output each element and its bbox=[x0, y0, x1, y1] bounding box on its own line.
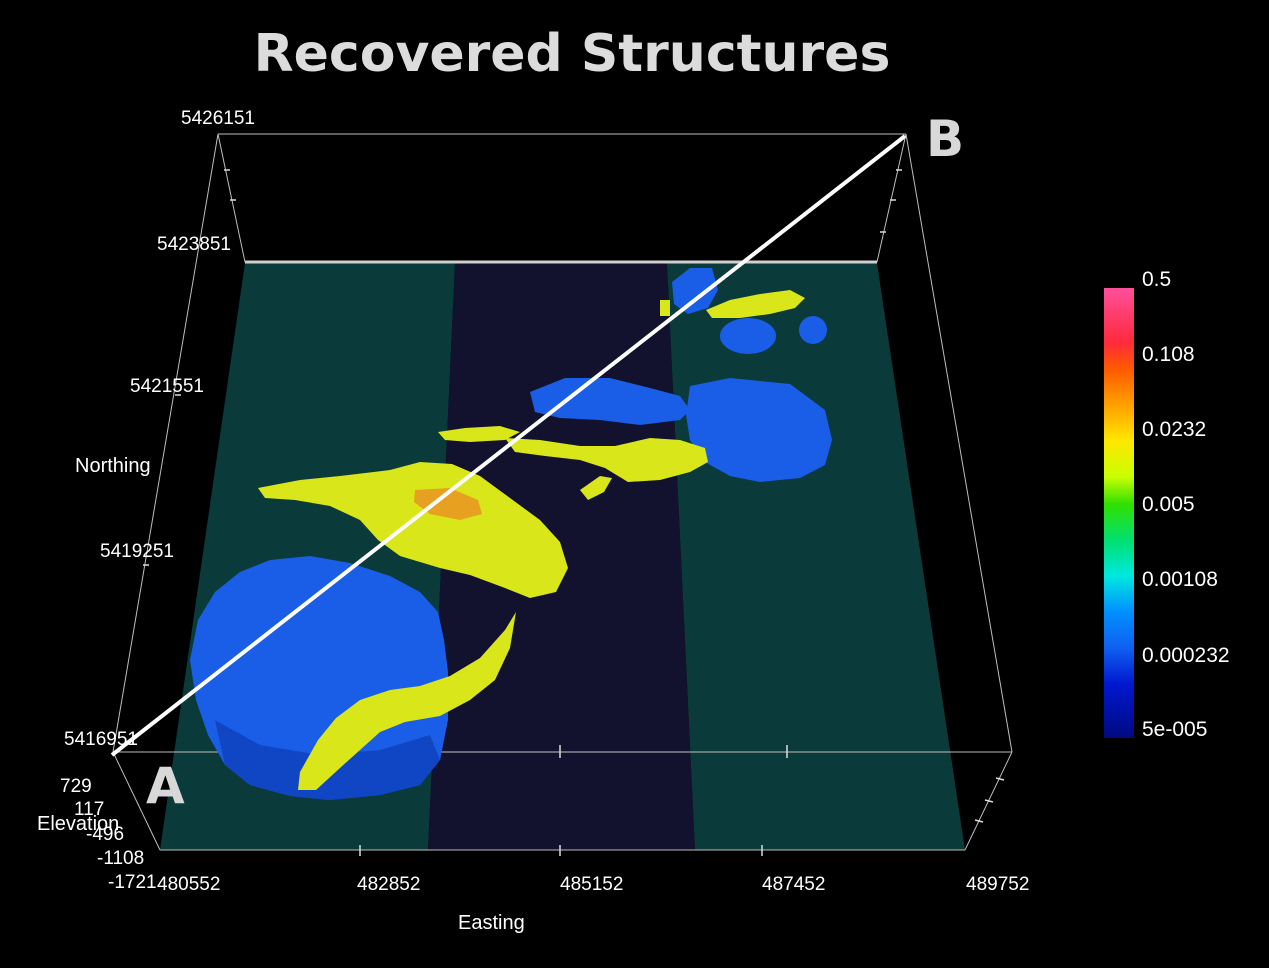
x-tick-label: 487452 bbox=[762, 874, 826, 895]
blue-body-top bbox=[672, 268, 718, 314]
x-axis-title: Easting bbox=[458, 912, 525, 934]
blue-body-large bbox=[190, 556, 448, 800]
yellow-body-fragment-1 bbox=[438, 426, 520, 442]
blue-body-blob-2 bbox=[799, 316, 827, 344]
chart-title: Recovered Structures bbox=[253, 24, 891, 84]
z-tick-label: -1721 bbox=[108, 872, 157, 893]
y-tick-label: 5426151 bbox=[181, 108, 255, 129]
bounding-box bbox=[112, 133, 1013, 851]
section-line-ab bbox=[110, 134, 907, 757]
y-tick-label: 5421551 bbox=[130, 376, 204, 397]
z-tick-label: -1108 bbox=[97, 848, 145, 869]
y-tick-label: 5423851 bbox=[157, 234, 231, 255]
z-tick-label: -496 bbox=[86, 824, 125, 845]
yellow-body-fragment-2 bbox=[580, 476, 612, 500]
colorbar-label: 5e-005 bbox=[1142, 718, 1208, 741]
blue-body-right bbox=[686, 378, 832, 482]
yellow-body-lower bbox=[298, 612, 516, 790]
z-axis-title: Elevation bbox=[37, 813, 120, 835]
colorbar-label: 0.5 bbox=[1142, 268, 1172, 291]
ground-band-right bbox=[667, 263, 965, 850]
z-tick-label: 729 bbox=[60, 776, 92, 797]
z-tick-label: 117 bbox=[74, 799, 105, 820]
colorbar bbox=[1104, 288, 1134, 738]
yellow-body-channel bbox=[505, 438, 708, 482]
colorbar-label: 0.005 bbox=[1142, 493, 1195, 516]
yellow-body-main bbox=[258, 462, 568, 598]
mid-value-bodies bbox=[258, 290, 805, 790]
colorbar-label: 0.000232 bbox=[1142, 644, 1230, 667]
y-tick-label: 5416951 bbox=[64, 729, 138, 750]
colorbar-label: 0.108 bbox=[1142, 343, 1195, 366]
x-tick-label: 485152 bbox=[560, 874, 624, 895]
colorbar-label: 0.0232 bbox=[1142, 418, 1207, 441]
y-axis-title: Northing bbox=[75, 455, 151, 477]
x-tick-label: 482852 bbox=[357, 874, 421, 895]
yellow-body-top bbox=[706, 290, 805, 318]
y-tick-label: 5419251 bbox=[100, 541, 174, 562]
yellow-body-main-core bbox=[414, 488, 482, 520]
blue-body-center bbox=[530, 378, 690, 425]
section-end-label: B bbox=[926, 110, 965, 168]
yellow-body-fragment-3 bbox=[660, 300, 670, 316]
section-start-label: A bbox=[146, 757, 185, 815]
x-tick-label: 480552 bbox=[157, 874, 221, 895]
blue-body-blob-1 bbox=[720, 318, 776, 354]
x-tick-label: 489752 bbox=[966, 874, 1030, 895]
colorbar-label: 0.00108 bbox=[1142, 568, 1218, 591]
low-value-bodies bbox=[190, 268, 832, 800]
